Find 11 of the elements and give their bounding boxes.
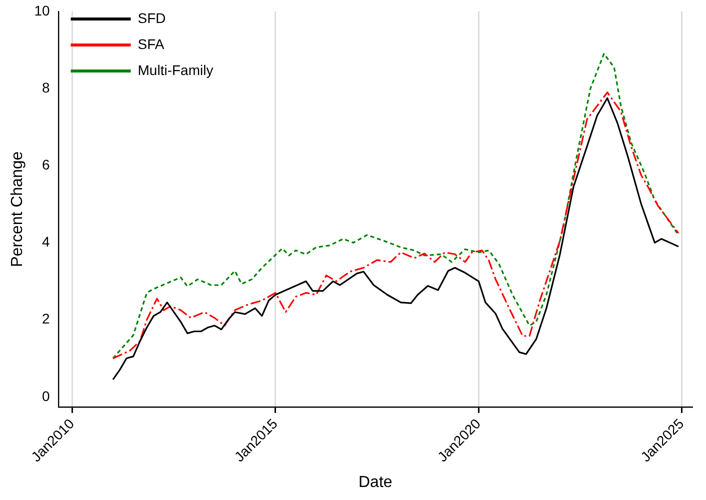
y-tick-label: 8 [42, 79, 50, 96]
y-tick-label: 6 [42, 156, 50, 172]
legend-label: Multi-Family [138, 62, 214, 78]
x-axis-title: Date [358, 474, 392, 491]
y-axis-title: Percent Change [9, 151, 26, 267]
legend-label: SFA [138, 36, 165, 52]
y-tick-label: 10 [34, 2, 50, 18]
y-tick-label: 2 [42, 310, 50, 327]
y-tick-label: 4 [42, 234, 50, 250]
y-tick-label: 0 [42, 388, 50, 404]
legend-label: SFD [138, 10, 166, 26]
